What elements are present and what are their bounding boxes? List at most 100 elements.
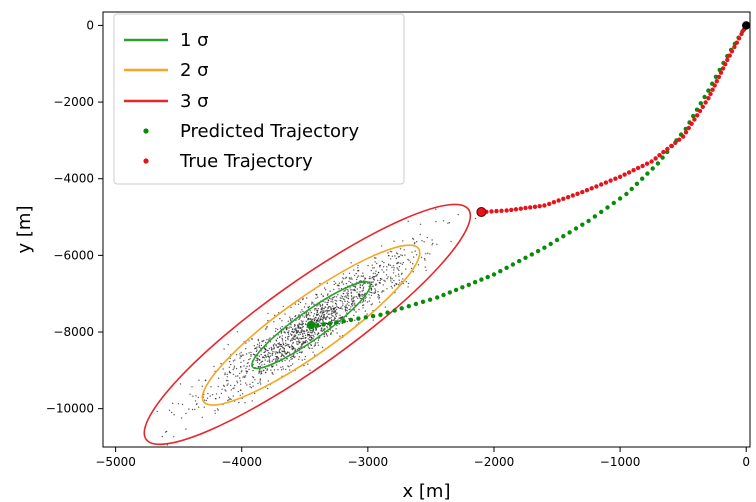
sample-point	[353, 269, 355, 271]
sample-point	[299, 346, 302, 348]
predicted-trajectory-point	[599, 209, 604, 215]
sample-point	[280, 366, 282, 368]
sample-point	[285, 368, 287, 371]
sample-point	[267, 380, 269, 382]
sample-point	[185, 428, 187, 430]
sample-point	[285, 328, 288, 330]
predicted-trajectory-point	[466, 282, 471, 287]
sample-point	[273, 348, 275, 350]
true-trajectory-point	[649, 159, 654, 164]
sample-point	[260, 344, 263, 347]
true-trajectory-point	[732, 44, 737, 50]
sample-point	[269, 337, 271, 339]
sample-point	[311, 301, 313, 303]
sample-point	[305, 312, 308, 314]
sample-point	[264, 350, 267, 352]
sample-point	[192, 395, 194, 397]
sample-point	[361, 284, 364, 287]
sample-point	[354, 296, 356, 298]
sample-point	[334, 299, 336, 302]
sample-point	[307, 314, 309, 316]
sample-point	[304, 334, 307, 337]
sample-point	[343, 299, 346, 301]
true-trajectory-point	[494, 208, 499, 214]
true-trajectory-point	[580, 189, 585, 195]
sample-point	[305, 316, 308, 318]
sample-point	[250, 351, 252, 354]
sample-point	[344, 306, 346, 308]
sample-point	[298, 358, 300, 361]
sample-point	[316, 296, 319, 298]
sample-point	[279, 336, 281, 339]
x-tick-label: −2000	[474, 455, 515, 469]
sample-point	[319, 304, 322, 306]
sample-point	[379, 266, 381, 268]
sample-point	[316, 309, 318, 311]
true-trajectory-point	[681, 134, 686, 139]
sample-point	[195, 403, 198, 406]
sample-point	[239, 377, 241, 379]
predicted-trajectory-point	[698, 101, 703, 106]
sample-point	[254, 354, 256, 356]
sample-point	[281, 325, 283, 328]
sample-point	[345, 277, 347, 279]
true-trajectory-point	[518, 206, 523, 211]
predicted-trajectory-point	[385, 310, 390, 315]
sample-point	[279, 345, 281, 347]
sample-point	[272, 344, 275, 346]
sample-point	[258, 355, 261, 357]
sample-point	[381, 290, 384, 292]
sample-point	[291, 345, 294, 348]
sample-point	[352, 285, 354, 287]
sample-point	[420, 256, 423, 258]
sample-point	[309, 369, 311, 371]
sample-point	[266, 339, 268, 341]
y-tick-label: 0	[86, 18, 94, 32]
sample-point	[410, 267, 413, 270]
sample-point	[317, 339, 320, 341]
sample-point	[268, 360, 270, 362]
sample-point	[373, 267, 375, 269]
sample-point	[273, 321, 275, 323]
sample-point	[335, 300, 338, 302]
sample-point	[344, 300, 346, 303]
sample-point	[316, 314, 318, 316]
sample-point	[378, 298, 380, 300]
sample-point	[323, 308, 325, 310]
sample-point	[304, 340, 306, 342]
sample-point	[310, 311, 313, 314]
sample-point	[415, 254, 418, 256]
sample-point	[264, 372, 267, 374]
sample-point	[296, 324, 299, 326]
sample-point	[393, 269, 395, 271]
true-trajectory-point	[622, 172, 627, 177]
predicted-trajectory-point	[427, 297, 433, 302]
sample-point	[179, 383, 182, 385]
sample-point	[301, 346, 303, 348]
sample-point	[362, 286, 365, 288]
sample-point	[328, 310, 331, 312]
sample-point	[398, 279, 400, 281]
sample-point	[287, 320, 289, 322]
sample-point	[377, 271, 380, 274]
sample-point	[370, 269, 372, 272]
sample-point	[207, 392, 209, 395]
sample-point	[226, 384, 228, 386]
sample-point	[299, 323, 302, 325]
sample-point	[271, 360, 273, 362]
sample-point	[243, 375, 245, 377]
sample-point	[189, 393, 191, 395]
sample-point	[341, 280, 343, 282]
sample-point	[379, 279, 381, 282]
sample-point	[273, 346, 275, 349]
sample-point	[268, 356, 270, 359]
sample-point	[313, 354, 316, 356]
sample-point	[281, 340, 284, 342]
sample-point	[315, 328, 317, 331]
sample-point	[201, 385, 204, 387]
sample-point	[326, 303, 328, 306]
y-axis-label: y [m]	[14, 206, 35, 254]
sample-point	[314, 333, 316, 335]
sample-point	[320, 316, 322, 318]
true-trajectory-point	[718, 70, 724, 75]
